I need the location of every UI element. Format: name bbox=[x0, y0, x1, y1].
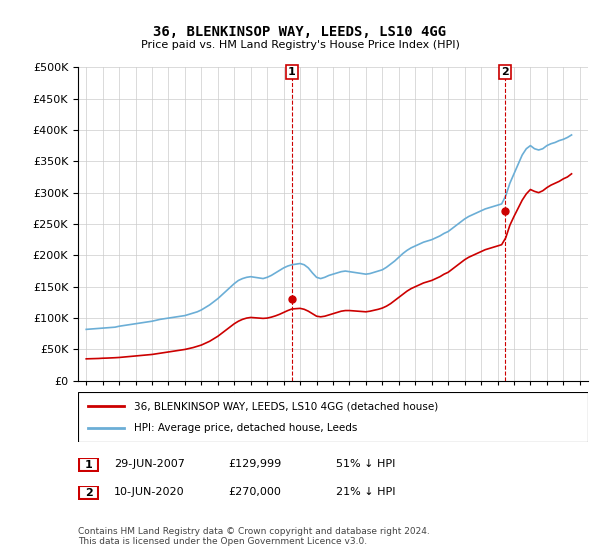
Text: 10-JUN-2020: 10-JUN-2020 bbox=[114, 487, 185, 497]
Text: HPI: Average price, detached house, Leeds: HPI: Average price, detached house, Leed… bbox=[134, 423, 358, 433]
FancyBboxPatch shape bbox=[78, 392, 588, 442]
Text: 2: 2 bbox=[501, 67, 509, 77]
Text: £129,999: £129,999 bbox=[228, 459, 281, 469]
Text: 1: 1 bbox=[85, 460, 92, 469]
Text: Price paid vs. HM Land Registry's House Price Index (HPI): Price paid vs. HM Land Registry's House … bbox=[140, 40, 460, 50]
Text: 36, BLENKINSOP WAY, LEEDS, LS10 4GG: 36, BLENKINSOP WAY, LEEDS, LS10 4GG bbox=[154, 25, 446, 39]
FancyBboxPatch shape bbox=[79, 486, 98, 499]
Text: Contains HM Land Registry data © Crown copyright and database right 2024.
This d: Contains HM Land Registry data © Crown c… bbox=[78, 526, 430, 546]
Text: 29-JUN-2007: 29-JUN-2007 bbox=[114, 459, 185, 469]
Text: 36, BLENKINSOP WAY, LEEDS, LS10 4GG (detached house): 36, BLENKINSOP WAY, LEEDS, LS10 4GG (det… bbox=[134, 401, 439, 411]
Text: 2: 2 bbox=[85, 488, 92, 497]
FancyBboxPatch shape bbox=[79, 458, 98, 471]
Text: 1: 1 bbox=[288, 67, 296, 77]
Text: 51% ↓ HPI: 51% ↓ HPI bbox=[336, 459, 395, 469]
Text: £270,000: £270,000 bbox=[228, 487, 281, 497]
Text: 21% ↓ HPI: 21% ↓ HPI bbox=[336, 487, 395, 497]
